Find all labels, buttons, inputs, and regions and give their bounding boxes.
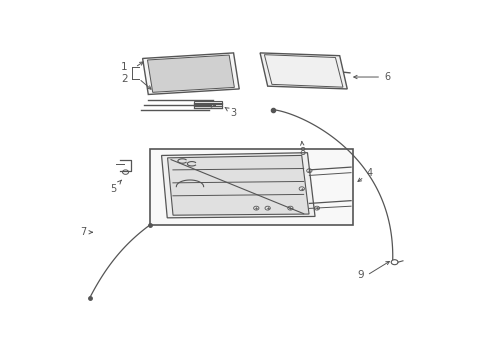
- Polygon shape: [161, 153, 314, 218]
- Text: 9: 9: [357, 270, 364, 280]
- Text: 7: 7: [80, 227, 92, 237]
- Polygon shape: [147, 55, 234, 92]
- Text: 2: 2: [121, 74, 127, 84]
- Polygon shape: [260, 53, 346, 89]
- Text: 8: 8: [299, 141, 305, 157]
- Polygon shape: [167, 156, 308, 215]
- Polygon shape: [142, 53, 239, 94]
- Text: 3: 3: [224, 108, 236, 118]
- Text: 5: 5: [110, 180, 121, 194]
- Text: 1: 1: [121, 62, 127, 72]
- Text: 6: 6: [353, 72, 389, 82]
- Text: 4: 4: [357, 168, 372, 181]
- Bar: [150, 149, 352, 225]
